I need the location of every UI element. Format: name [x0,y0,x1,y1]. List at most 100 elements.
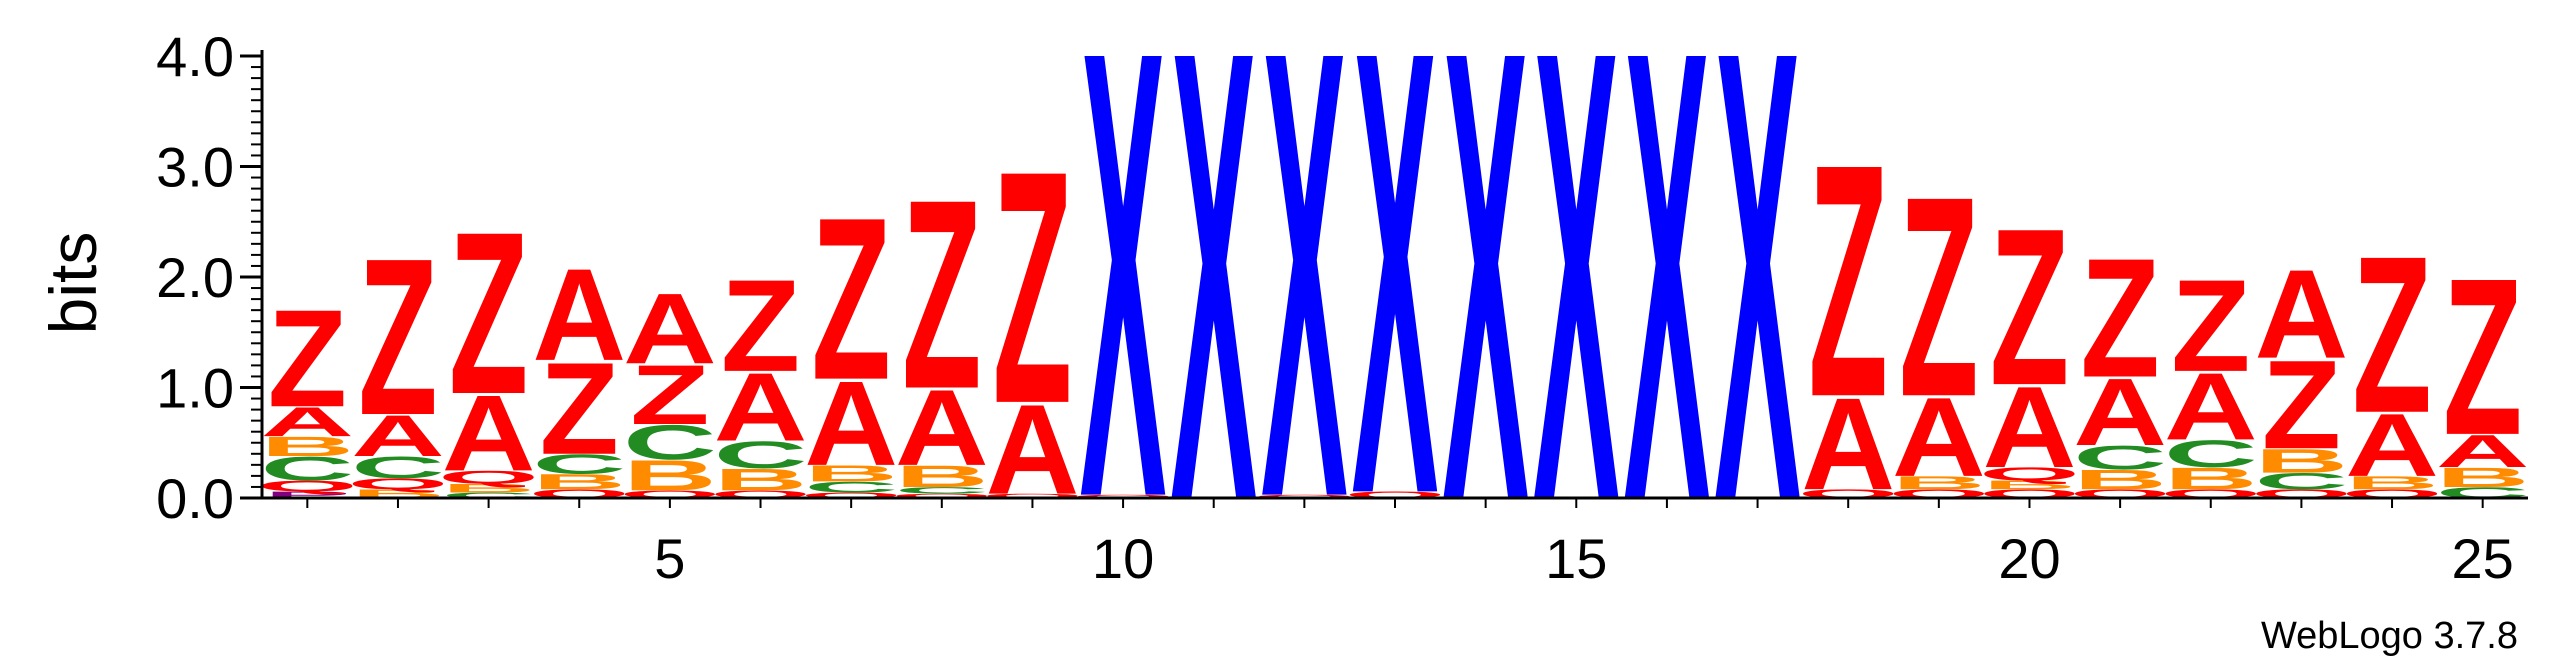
logo-letter-a: A [442,374,536,494]
logo-letter-a: A [2073,359,2167,466]
logo-letter-z: Z [2352,209,2431,460]
logo-letter-a: A [1892,374,1986,500]
logo-letter-z: Z [1809,96,1888,466]
logo-letter-z: Z [2262,335,2341,476]
logo-letter-q: Q [1888,487,1989,501]
logo-letter-c: C [2436,484,2530,501]
logo-letter-q: Q [1254,494,1355,499]
logo-letter-a: A [623,272,717,384]
logo-letter-q: Q [1979,487,2080,501]
logo-letter-a: A [351,404,445,469]
logo-letter-a: A [2436,425,2530,477]
x-tick-label: 20 [1998,527,2060,590]
logo-letter-b: B [714,463,808,497]
logo-letter-z: Z [1899,138,1978,457]
logo-letter-q: Q [2160,487,2261,501]
logo-letter-p: P [264,490,351,500]
logo-letter-q: Q [347,475,448,492]
x-tick-label: 25 [2452,527,2514,590]
logo-letter-z: Z [630,348,709,442]
logo-letter-z: Z [993,103,1072,473]
logo-letter-a: A [714,353,808,461]
logo-letter-q: Q [529,487,630,501]
logo-letter-z: Z [902,143,981,445]
logo-letter-c: C [804,478,898,495]
logo-letter-q: Q [1073,494,1174,499]
logo-letter-q: Q [1798,487,1899,501]
logo-letter-z: Z [2443,231,2522,482]
logo-letter-x: X [1442,0,1529,637]
logo-glyph-layer: PQCBAZBQCAZCBQAZQBCZAQBCZAQBCAZQCBAZQCBA… [257,0,2530,637]
logo-letter-c: C [623,415,717,470]
logo-letter-x: X [1624,0,1711,637]
weblogo-credit: WebLogo 3.7.8 [2261,615,2518,657]
logo-letter-b: B [1892,472,1986,493]
logo-letter-x: X [1080,0,1167,633]
logo-letter-q: Q [982,492,1083,499]
logo-letter-b: B [895,459,989,493]
logo-letter-a: A [532,241,626,388]
logo-letter-c: C [2164,432,2258,475]
x-tick-label: 10 [1092,527,1154,590]
x-tick-label: 5 [654,527,685,590]
x-tick-label: 15 [1545,527,1607,590]
logo-letter-c: C [351,451,445,485]
logo-letter-b: B [532,470,626,494]
logo-letter-b: B [2345,472,2439,493]
logo-letter-c: C [895,485,989,495]
y-tick-label: 2.0 [156,246,234,309]
logo-letter-a: A [804,356,898,491]
y-tick-label: 4.0 [156,25,234,88]
logo-letter-q: Q [2342,487,2443,501]
logo-letter-q: Q [1979,464,2080,485]
y-tick-label: 0.0 [156,467,234,530]
logo-letter-a: A [2345,395,2439,495]
logo-letter-a: A [895,368,989,488]
logo-letter-b: B [442,481,536,495]
logo-letter-q: Q [2251,487,2352,501]
logo-letter-a: A [986,378,1080,521]
y-tick-label: 1.0 [156,357,234,420]
y-axis-title: bits [36,232,110,335]
logo-letter-q: Q [801,491,902,500]
logo-letter-q: Q [438,467,539,488]
y-tick-label: 3.0 [156,136,234,199]
logo-letter-a: A [2254,244,2348,385]
axes-layer: 0.0 1.0 2.0 3.0 4.0 5 10 15 20 25 [156,25,2528,590]
logo-letter-z: Z [268,281,347,436]
logo-letter-b: B [351,487,445,501]
logo-letter-a: A [1983,364,2077,493]
logo-letter-q: Q [619,488,720,500]
logo-letter-z: Z [540,335,619,482]
logo-letter-b: B [1983,478,2077,492]
logo-letter-z: Z [449,183,528,442]
logo-letter-a: A [2164,354,2258,461]
logo-letter-q: Q [257,477,358,494]
logo-letter-x: X [1533,0,1620,637]
logo-letter-q: Q [1344,490,1445,500]
logo-letter-z: Z [2080,224,2159,414]
logo-letter-c: C [714,434,808,477]
logo-letter-c: C [532,449,626,480]
logo-letter-q: Q [2070,487,2171,501]
logo-letter-x: X [1261,0,1348,633]
logo-letter-b: B [2436,462,2530,493]
logo-letter-z: Z [358,211,437,462]
logo-letter-z: Z [811,169,890,428]
logo-letter-a: A [260,399,354,445]
logo-letter-b: B [2254,442,2348,480]
logo-letter-z: Z [1990,181,2069,432]
logo-letter-q: Q [891,492,992,499]
logo-letter-c: C [260,450,354,488]
logo-letter-z: Z [721,252,800,399]
logo-letter-x: X [1714,0,1801,637]
logo-letter-z: Z [2171,252,2250,399]
logo-letter-a: A [1801,371,1895,518]
logo-letter-b: B [2164,462,2258,496]
logo-letter-b: B [623,451,717,500]
logo-letter-b: B [2073,464,2167,495]
logo-letter-x: X [1352,0,1439,630]
logo-letter-c: C [2254,468,2348,494]
logo-letter-x: X [1170,0,1257,637]
